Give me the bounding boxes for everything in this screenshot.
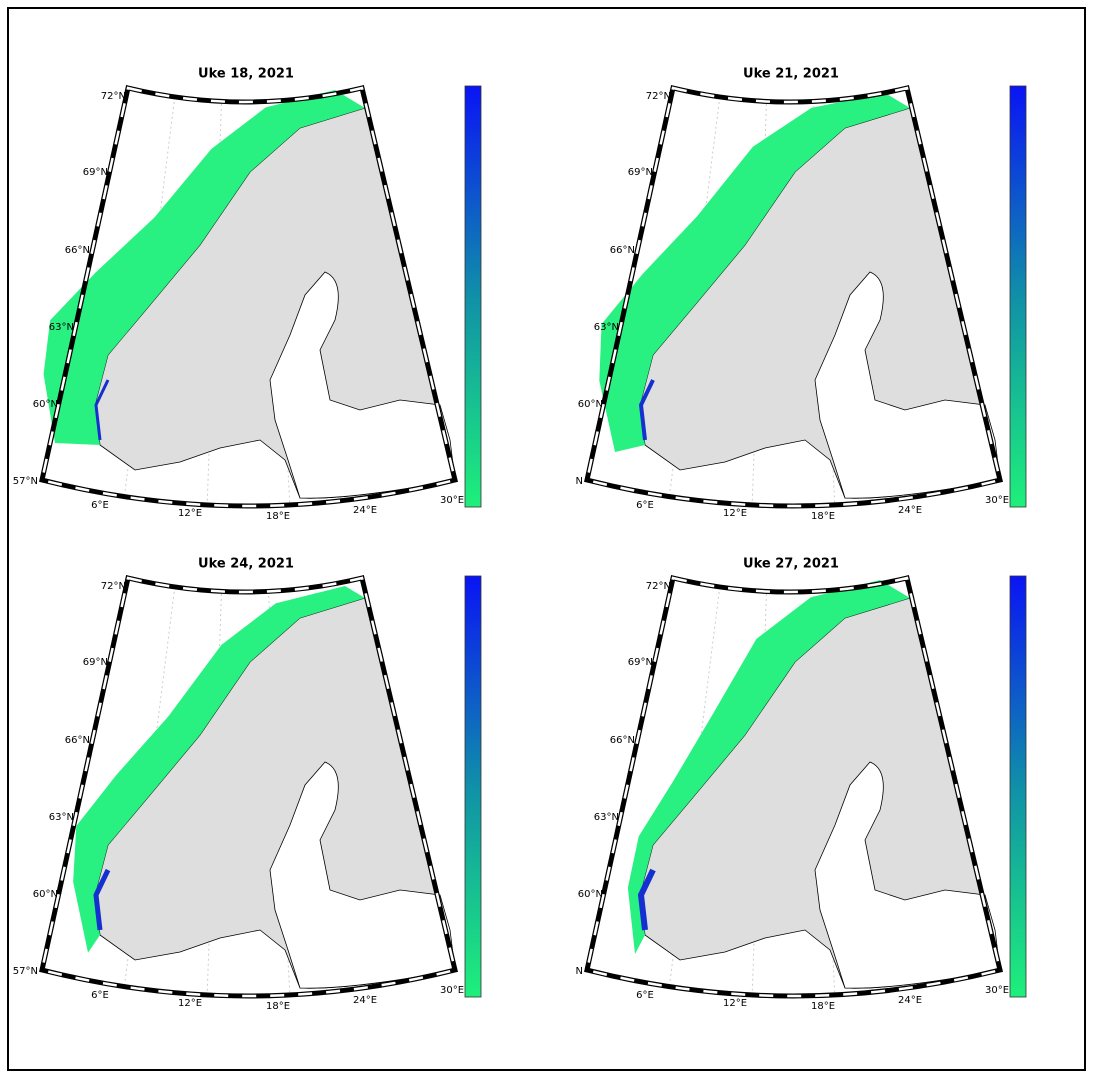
map-panel: Uke 21, 2021 72°N 69°N 66°N 63°N 60°N N 6°E 12°E…: [576, 67, 1027, 522]
lon-label: 30°E: [440, 985, 464, 996]
colorbar: [464, 85, 482, 508]
lat-label: 72°N: [646, 91, 671, 102]
lat-label: 72°N: [101, 91, 126, 102]
lon-label: 24°E: [898, 995, 922, 1006]
lat-label: 63°N: [49, 322, 74, 333]
lon-label: 30°E: [440, 495, 464, 506]
lon-label: 6°E: [91, 990, 109, 1001]
sea-concentration: [73, 586, 366, 953]
map-panel: Uke 27, 2021 72°N 69°N 66°N 63°N 60°N N 6°E 12°E…: [576, 557, 1027, 1012]
lat-label: N: [576, 966, 583, 977]
lat-label: N: [576, 476, 583, 487]
lat-label: 63°N: [49, 812, 74, 823]
lon-label: 24°E: [353, 505, 377, 516]
lat-label: 69°N: [83, 167, 108, 178]
lat-label: 66°N: [65, 245, 90, 256]
lat-label: 66°N: [610, 245, 635, 256]
sea-concentration: [599, 93, 910, 452]
lat-label: 57°N: [13, 966, 38, 977]
lon-label: 30°E: [985, 495, 1009, 506]
map-frame-ticks: [40, 86, 457, 508]
colorbar: [1009, 85, 1027, 508]
lon-label: 18°E: [811, 1001, 835, 1012]
lat-label: 63°N: [594, 812, 619, 823]
map-frame-ticks: [585, 86, 1002, 508]
lat-label: 60°N: [578, 399, 603, 410]
panel-title: Uke 18, 2021: [198, 67, 294, 82]
lon-label: 24°E: [353, 995, 377, 1006]
sea-high-concentration: [638, 379, 655, 441]
lat-label: 69°N: [628, 657, 653, 668]
lon-label: 12°E: [723, 508, 747, 519]
lat-label: 69°N: [83, 657, 108, 668]
lon-label: 6°E: [91, 500, 109, 511]
lon-label: 12°E: [178, 998, 202, 1009]
lat-label: 60°N: [578, 889, 603, 900]
lon-label: 12°E: [723, 998, 747, 1009]
map-panel: Uke 24, 2021 72°N 69°N 66°N 63°N 60°N 57°N 6°E 1…: [13, 557, 482, 1012]
lon-label: 6°E: [636, 990, 654, 1001]
panel-title: Uke 21, 2021: [743, 67, 839, 82]
lon-label: 18°E: [811, 511, 835, 522]
lat-label: 69°N: [628, 167, 653, 178]
colorbar: [1009, 575, 1027, 998]
lon-label: 18°E: [266, 511, 290, 522]
lat-label: 57°N: [13, 476, 38, 487]
lon-label: 30°E: [985, 985, 1009, 996]
panel-title: Uke 27, 2021: [743, 557, 839, 572]
sea-concentration: [43, 90, 365, 445]
sea-concentration: [627, 580, 910, 954]
lon-label: 24°E: [898, 505, 922, 516]
map-frame-ticks: [40, 576, 457, 998]
lon-label: 6°E: [636, 500, 654, 511]
lat-label: 72°N: [646, 581, 671, 592]
lat-label: 60°N: [33, 399, 58, 410]
lon-label: 18°E: [266, 1001, 290, 1012]
panel-title: Uke 24, 2021: [198, 557, 294, 572]
map-frame-ticks: [585, 576, 1002, 998]
colorbar: [464, 575, 482, 998]
sea-high-concentration: [94, 379, 110, 441]
lat-label: 72°N: [101, 581, 126, 592]
sea-high-concentration: [93, 868, 111, 931]
map-panel: Uke 18, 2021 72°N 69°N 66°N 63°N 60°N 57°N 6°E 1…: [13, 67, 482, 522]
lat-label: 66°N: [65, 735, 90, 746]
lat-label: 63°N: [594, 322, 619, 333]
lat-label: 60°N: [33, 889, 58, 900]
lat-label: 66°N: [610, 735, 635, 746]
sea-high-concentration: [637, 868, 656, 931]
lon-label: 12°E: [178, 508, 202, 519]
